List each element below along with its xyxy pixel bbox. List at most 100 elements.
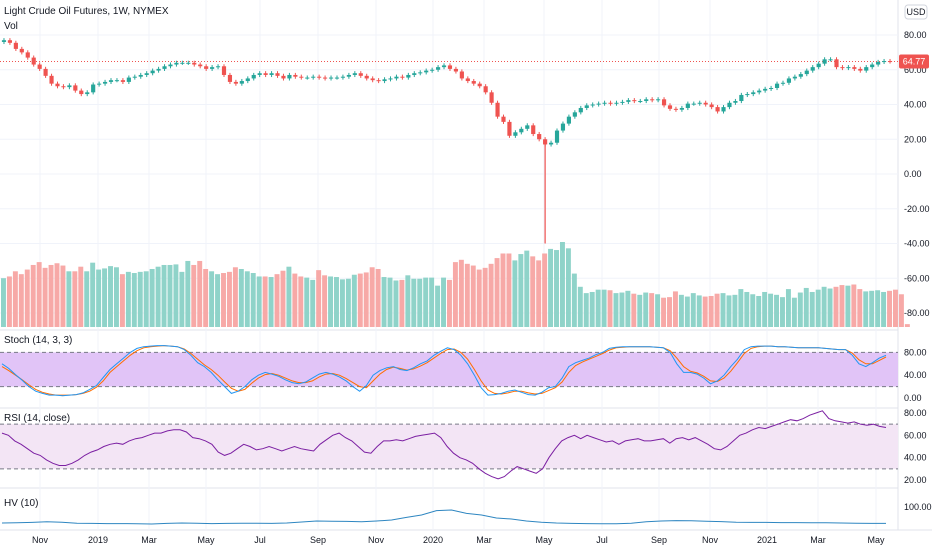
stoch-k-line [1, 345, 887, 397]
candle-body [25, 52, 30, 58]
indicator-panes [0, 345, 898, 525]
candle-body [144, 73, 149, 75]
volume-bar [256, 276, 262, 327]
time-tick-label: May [535, 535, 553, 545]
volume-bar [803, 287, 809, 327]
price-tick-label: -60.00 [904, 273, 930, 283]
candle-body [471, 81, 476, 84]
volume-bar [215, 274, 221, 327]
volume-bar [583, 293, 589, 327]
volume-bar [90, 262, 96, 327]
volume-bar [339, 279, 345, 327]
volume-bar [684, 296, 690, 327]
volume-bar [203, 268, 209, 327]
volume-bar [595, 289, 601, 327]
candle-body [685, 103, 690, 108]
volume-bar [904, 324, 910, 327]
volume-bar [548, 248, 554, 327]
time-tick-label: Mar [476, 535, 492, 545]
candle-body [566, 116, 571, 124]
volume-bar [155, 266, 161, 327]
candle-body [519, 128, 524, 133]
candle-body [650, 99, 655, 101]
candle-body [780, 82, 786, 84]
candle-body [317, 76, 322, 78]
candle-body [132, 76, 137, 78]
candle-body [608, 102, 613, 104]
volume-bar [559, 242, 565, 327]
candle-body [840, 67, 845, 69]
volume-bar [893, 289, 898, 327]
volume-bar [12, 271, 18, 327]
candle-body [656, 99, 661, 101]
hv-line [1, 509, 886, 525]
volume-bar [512, 260, 518, 327]
candle-body [632, 100, 637, 102]
volume-bar [423, 277, 429, 327]
candle-body [822, 59, 827, 64]
candle-body [19, 48, 24, 53]
candle-body [834, 59, 839, 68]
volume-bar [857, 289, 863, 327]
currency-badge[interactable]: USD [904, 4, 928, 20]
candle-body [406, 74, 411, 78]
candle-body [774, 83, 780, 88]
candle-body [679, 107, 684, 110]
volume-bar [470, 265, 476, 327]
volume-bar [221, 273, 226, 327]
volume-bar [791, 297, 797, 327]
volume-bar [316, 270, 322, 327]
candle-body [876, 61, 881, 65]
candle-body [61, 86, 66, 88]
candle-body [667, 105, 673, 109]
stoch-label: Stoch (14, 3, 3) [4, 335, 72, 346]
candle-body [13, 42, 18, 49]
candle-body [881, 61, 887, 63]
volume-bar [244, 271, 250, 327]
volume-bar [66, 271, 72, 327]
time-tick-label: May [197, 535, 215, 545]
candle-body [525, 125, 530, 129]
volume-bar [298, 276, 304, 327]
candle-body [305, 77, 310, 79]
time-tick-label: 2021 [757, 535, 777, 545]
stoch-d-line [1, 345, 887, 396]
candle-body [828, 59, 833, 61]
volume-bar [518, 254, 524, 327]
candle-body [221, 66, 227, 75]
candle-body [7, 40, 13, 43]
volume-bar [250, 273, 256, 327]
volume-bar [36, 262, 42, 327]
candle-body [745, 94, 750, 96]
volume-bar [655, 294, 661, 327]
candle-body [257, 73, 262, 75]
volume-bar [702, 296, 708, 327]
volume-bar [732, 294, 738, 327]
price-tick-label: 60.00 [904, 65, 927, 75]
volume-bar [84, 271, 90, 327]
axes: 80.00 60.00 40.00 20.00 0.00 -20.00 -40.00 -60.… [32, 30, 932, 545]
volume-bar [631, 293, 637, 327]
candle-body [757, 90, 762, 93]
candle-body [435, 67, 441, 70]
volume-bar [209, 271, 215, 327]
candle-body [727, 102, 732, 108]
candle-body [269, 73, 274, 75]
candle-body [424, 70, 429, 73]
volume-bar [708, 295, 714, 327]
volume-bar [809, 291, 815, 327]
candle-body [465, 78, 470, 82]
volume-bar [399, 279, 405, 327]
candle-body [763, 88, 768, 91]
candle-body [578, 107, 583, 113]
candle-body [816, 63, 821, 68]
volume-bar [833, 286, 839, 327]
candle-body [299, 76, 304, 78]
candle-body [804, 70, 809, 75]
candle-body [281, 75, 286, 79]
time-tick-label: Nov [702, 535, 719, 545]
volume-bar [119, 274, 125, 327]
candle-body [293, 74, 298, 77]
volume-bar [30, 264, 36, 327]
